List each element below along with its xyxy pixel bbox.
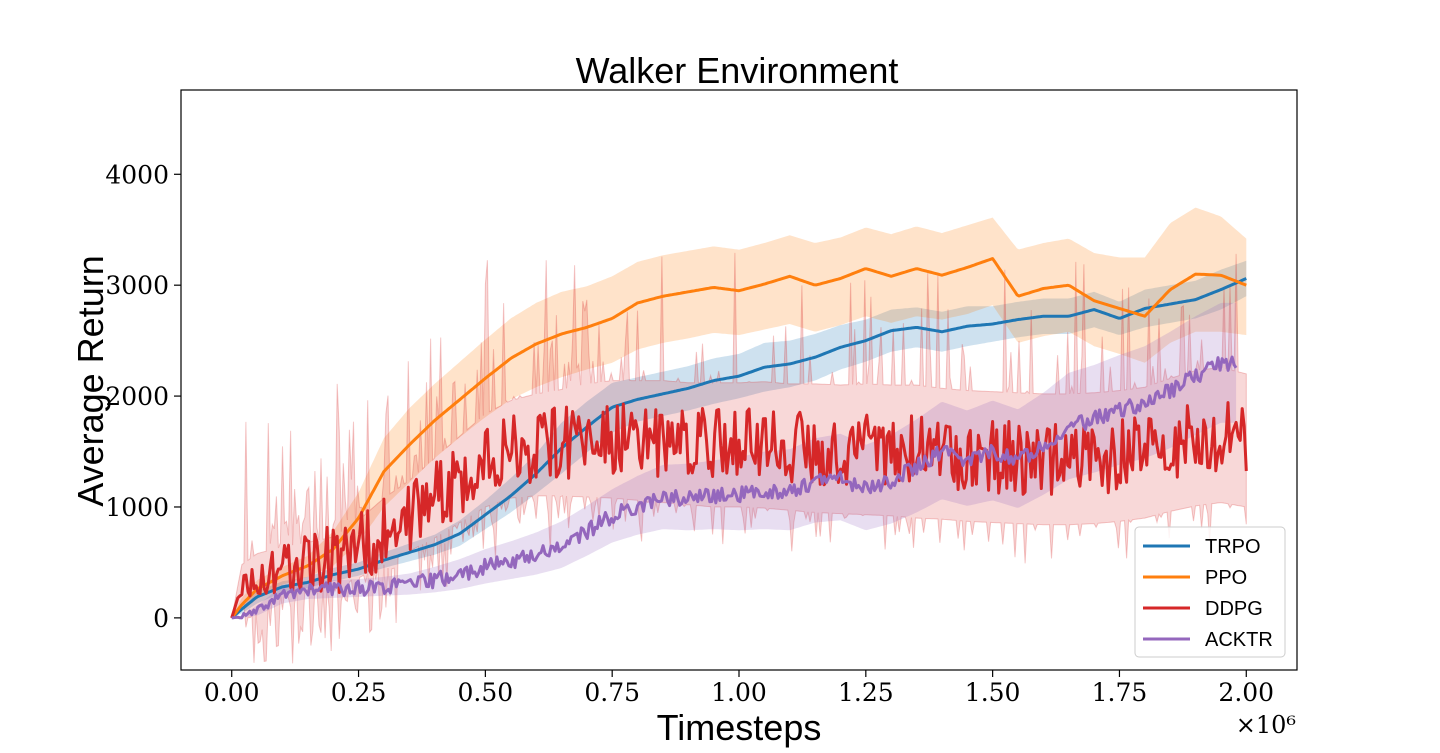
x-tick-label: 0.25 [331,678,387,707]
x-tick-label: 0.50 [458,678,514,707]
legend-label-acktr: ACKTR [1205,629,1273,651]
y-tick-label: 3000 [105,271,169,300]
x-tick-label: 0.00 [204,678,260,707]
x-tick-label: 1.25 [838,678,894,707]
acktr-line [231,355,1238,620]
y-tick-label: 0 [153,604,169,633]
x-axis-label: Timesteps [657,707,822,748]
legend-box [1134,526,1286,658]
x-tick-label: 1.50 [965,678,1021,707]
series-lines [230,257,1248,620]
trpo-line [230,277,1247,620]
x-tick-label: 0.75 [584,678,640,707]
y-tick-label: 4000 [105,160,169,189]
y-tick-label: 1000 [105,493,169,522]
x-axis-ticks: 0.00 0.25 0.50 0.75 1.00 1.25 1.50 1.75 2.00 [204,670,1274,707]
legend-label-ddpg: DDPG [1205,598,1263,620]
y-tick-label: 2000 [105,382,169,411]
x-tick-label: 1.00 [711,678,767,707]
x-axis-offset-label: ×10⁶ [1236,711,1296,739]
chart-title: Walker Environment [576,50,899,91]
legend: TRPO PPO DDPG ACKTR [1134,526,1286,658]
plot-area [230,207,1248,664]
trpo-confidence-band [231,260,1247,618]
x-tick-label: 1.75 [1092,678,1148,707]
ddpg-line [230,401,1248,619]
y-axis-ticks: 0 1000 2000 3000 4000 [105,160,181,633]
legend-label-ppo: PPO [1205,567,1247,589]
legend-label-trpo: TRPO [1205,536,1261,558]
ppo-line [230,257,1247,619]
x-tick-label: 2.00 [1218,678,1274,707]
y-axis-label: Average Return [70,255,111,507]
